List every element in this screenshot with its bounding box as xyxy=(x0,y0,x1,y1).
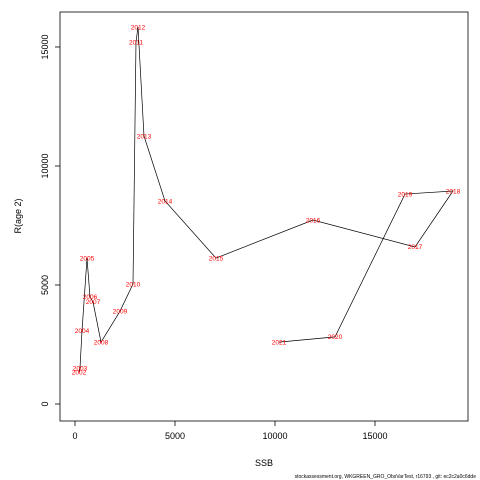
y-tick-label: 0 xyxy=(40,401,50,406)
plot-box xyxy=(59,11,469,422)
x-tick-label: 5000 xyxy=(165,431,185,441)
y-tick-label: 15000 xyxy=(40,34,50,59)
point-label: 2016 xyxy=(306,217,321,224)
point-label: 2021 xyxy=(272,339,287,346)
point-label: 2017 xyxy=(408,244,423,251)
x-tick-label: 10000 xyxy=(262,431,287,441)
x-tick-label: 15000 xyxy=(362,431,387,441)
point-label: 2011 xyxy=(129,39,143,46)
footer: stockassessment.org, WKGREEN_GRO_ObsVarT… xyxy=(295,474,477,480)
point-label: 2012 xyxy=(131,24,146,31)
point-label: 2008 xyxy=(94,339,109,346)
point-label: 2015 xyxy=(209,255,224,262)
point-label: 2014 xyxy=(158,198,173,205)
point-label: 2005 xyxy=(80,255,95,262)
y-axis-label: R(age 2) xyxy=(13,198,23,233)
point-label: 2013 xyxy=(137,133,152,140)
point-label: 2006 xyxy=(83,294,98,301)
y-tick-label: 10000 xyxy=(40,153,50,178)
point-label: 2002 xyxy=(72,369,87,376)
y-tick-label: 5000 xyxy=(40,275,50,295)
point-label: 2003 xyxy=(73,365,88,372)
series-line xyxy=(78,26,454,373)
point-label: 2004 xyxy=(75,328,90,335)
point-label: 2009 xyxy=(113,308,128,315)
point-label: 2007 xyxy=(86,299,101,306)
point-label: 2020 xyxy=(328,334,343,341)
point-label: 2019 xyxy=(398,191,413,198)
point-label: 2010 xyxy=(126,281,141,288)
x-axis-label: SSB xyxy=(255,458,273,468)
point-label: 2018 xyxy=(446,188,461,195)
x-tick-label: 0 xyxy=(72,431,77,441)
